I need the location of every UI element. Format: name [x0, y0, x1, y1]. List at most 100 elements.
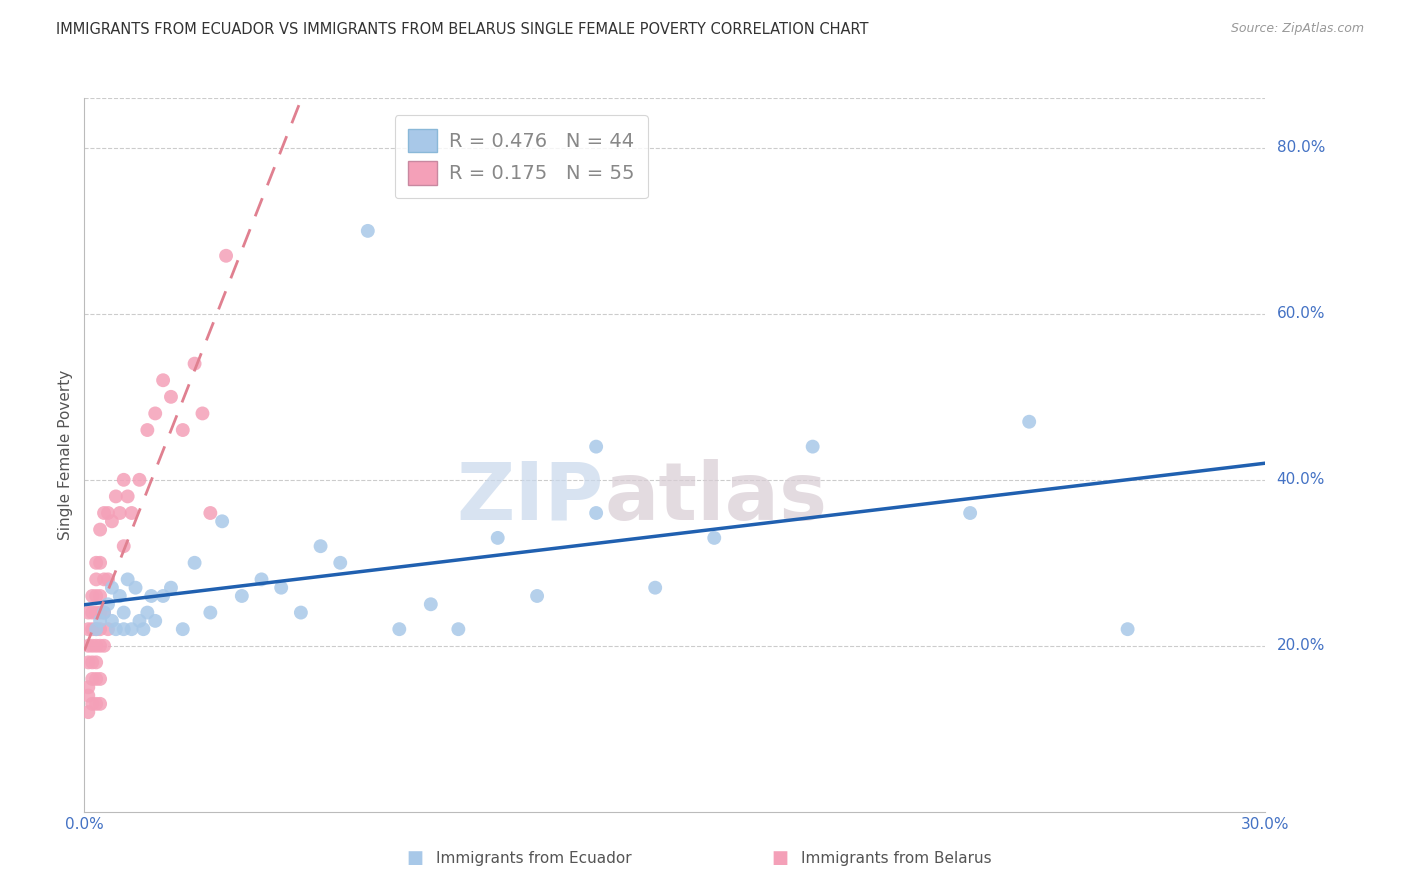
- Point: [84, 573, 107, 587]
- Point: [97, 622, 120, 636]
- Point: [93, 506, 115, 520]
- Point: [143, 614, 166, 628]
- Point: [801, 440, 824, 454]
- Point: [152, 589, 174, 603]
- Text: Immigrants from Belarus: Immigrants from Belarus: [801, 851, 993, 865]
- Point: [97, 573, 120, 587]
- Point: [89, 697, 111, 711]
- Point: [82, 622, 104, 636]
- Point: [84, 622, 107, 636]
- Point: [112, 622, 135, 636]
- Point: [211, 514, 233, 528]
- Point: [93, 573, 115, 587]
- Point: [160, 581, 183, 595]
- Text: ■: ■: [772, 849, 789, 867]
- Point: [77, 656, 100, 670]
- Point: [84, 589, 107, 603]
- Point: [200, 506, 222, 520]
- Point: [183, 556, 205, 570]
- Point: [231, 589, 253, 603]
- Point: [93, 606, 115, 620]
- Point: [77, 705, 100, 719]
- Point: [644, 581, 666, 595]
- Point: [108, 589, 131, 603]
- Text: IMMIGRANTS FROM ECUADOR VS IMMIGRANTS FROM BELARUS SINGLE FEMALE POVERTY CORRELA: IMMIGRANTS FROM ECUADOR VS IMMIGRANTS FR…: [56, 22, 869, 37]
- Text: Immigrants from Ecuador: Immigrants from Ecuador: [436, 851, 631, 865]
- Point: [84, 622, 107, 636]
- Point: [486, 531, 509, 545]
- Point: [1018, 415, 1040, 429]
- Point: [104, 622, 127, 636]
- Point: [128, 473, 150, 487]
- Point: [89, 622, 111, 636]
- Point: [136, 606, 159, 620]
- Point: [152, 373, 174, 387]
- Point: [329, 556, 352, 570]
- Point: [84, 697, 107, 711]
- Point: [585, 506, 607, 520]
- Point: [77, 680, 100, 694]
- Point: [117, 490, 139, 504]
- Text: ZIP: ZIP: [457, 458, 605, 537]
- Point: [526, 589, 548, 603]
- Point: [215, 249, 238, 263]
- Point: [160, 390, 183, 404]
- Point: [84, 656, 107, 670]
- Point: [585, 440, 607, 454]
- Point: [89, 523, 111, 537]
- Point: [93, 639, 115, 653]
- Point: [101, 581, 124, 595]
- Point: [84, 556, 107, 570]
- Point: [82, 697, 104, 711]
- Point: [117, 573, 139, 587]
- Point: [84, 606, 107, 620]
- Point: [250, 573, 273, 587]
- Point: [89, 556, 111, 570]
- Point: [191, 406, 214, 420]
- Point: [82, 606, 104, 620]
- Text: 20.0%: 20.0%: [1277, 639, 1324, 653]
- Point: [121, 622, 143, 636]
- Point: [309, 539, 332, 553]
- Text: 40.0%: 40.0%: [1277, 472, 1324, 487]
- Point: [128, 614, 150, 628]
- Point: [77, 639, 100, 653]
- Point: [270, 581, 292, 595]
- Point: [104, 490, 127, 504]
- Text: Source: ZipAtlas.com: Source: ZipAtlas.com: [1230, 22, 1364, 36]
- Point: [183, 357, 205, 371]
- Text: 80.0%: 80.0%: [1277, 140, 1324, 155]
- Y-axis label: Single Female Poverty: Single Female Poverty: [58, 370, 73, 540]
- Point: [101, 614, 124, 628]
- Point: [77, 622, 100, 636]
- Point: [77, 689, 100, 703]
- Point: [89, 589, 111, 603]
- Point: [101, 514, 124, 528]
- Point: [1116, 622, 1139, 636]
- Point: [112, 606, 135, 620]
- Point: [703, 531, 725, 545]
- Point: [89, 606, 111, 620]
- Point: [357, 224, 380, 238]
- Point: [93, 606, 115, 620]
- Point: [447, 622, 470, 636]
- Point: [124, 581, 146, 595]
- Point: [84, 639, 107, 653]
- Point: [97, 506, 120, 520]
- Legend: R = 0.476   N = 44, R = 0.175   N = 55: R = 0.476 N = 44, R = 0.175 N = 55: [395, 115, 648, 198]
- Point: [290, 606, 312, 620]
- Point: [388, 622, 411, 636]
- Point: [108, 506, 131, 520]
- Text: ■: ■: [406, 849, 423, 867]
- Point: [112, 539, 135, 553]
- Point: [82, 589, 104, 603]
- Point: [200, 606, 222, 620]
- Point: [84, 672, 107, 686]
- Point: [82, 672, 104, 686]
- Point: [89, 672, 111, 686]
- Point: [172, 423, 194, 437]
- Point: [136, 423, 159, 437]
- Point: [172, 622, 194, 636]
- Point: [141, 589, 163, 603]
- Point: [77, 606, 100, 620]
